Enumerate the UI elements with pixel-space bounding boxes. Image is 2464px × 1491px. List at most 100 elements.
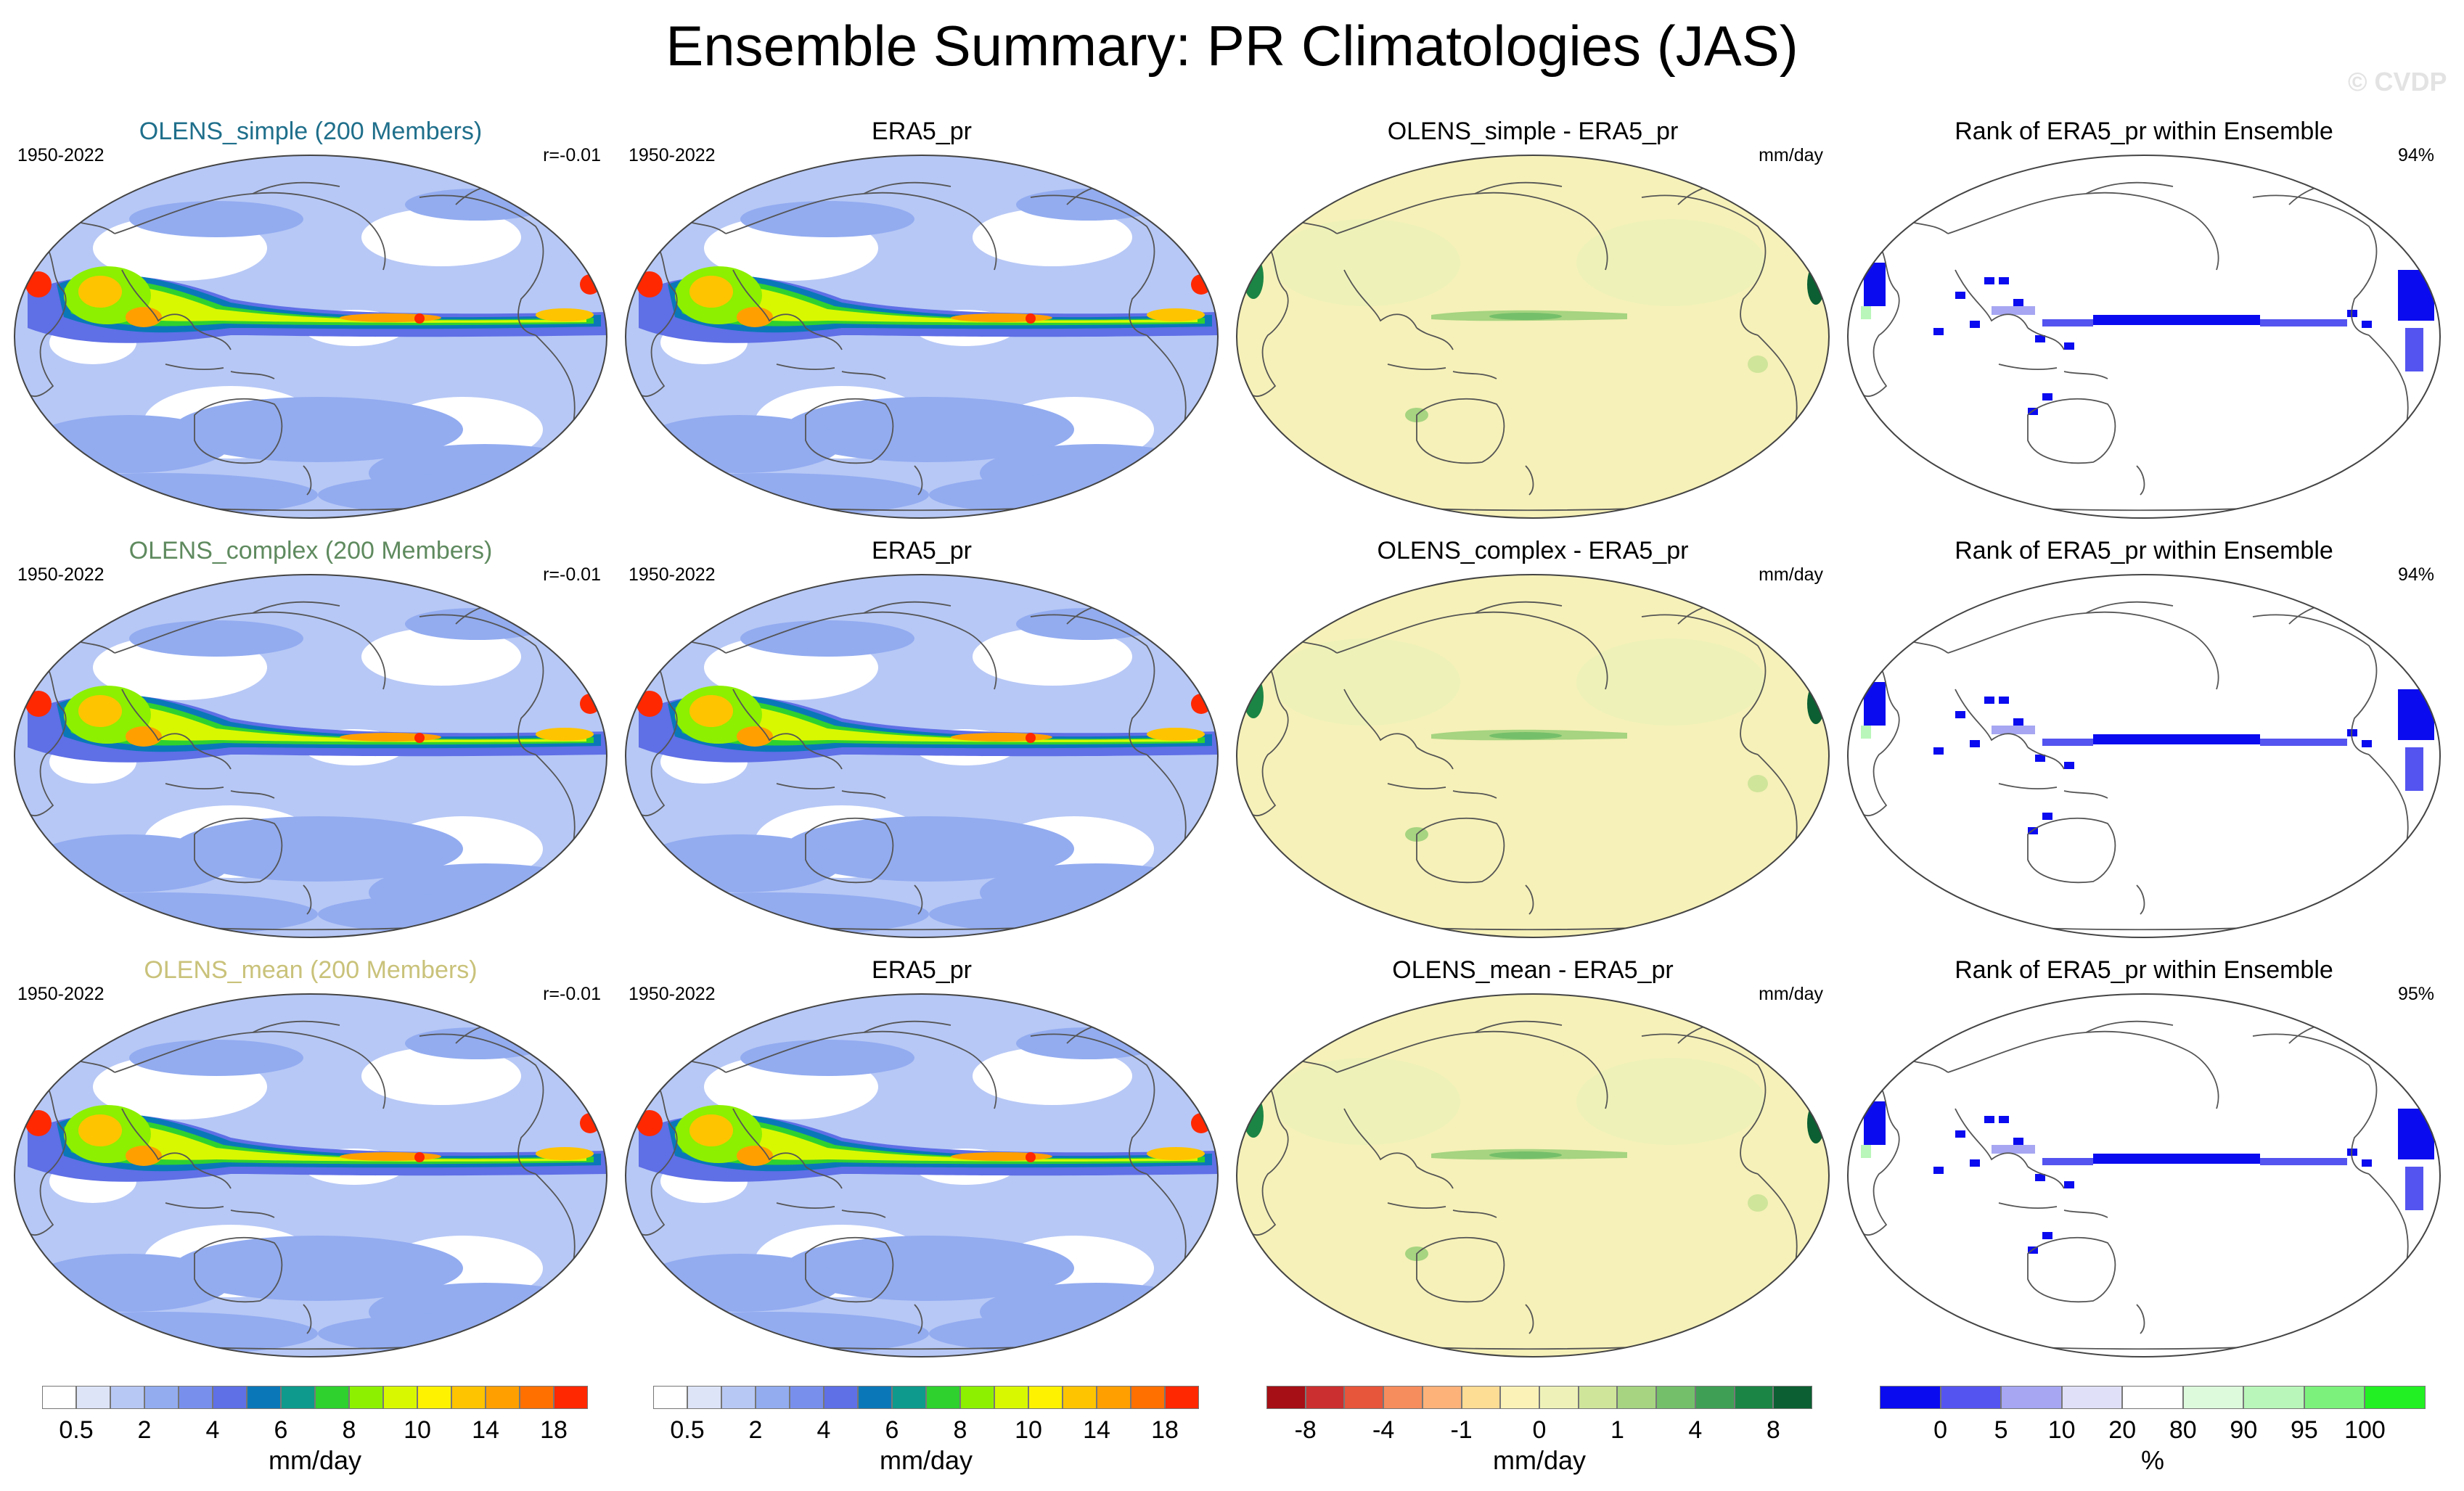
map-panel: OLENS_mean - ERA5_pr mm/day — [1228, 956, 1838, 1370]
colorbar-swatch — [349, 1386, 383, 1409]
colorbar-swatch — [2304, 1386, 2365, 1409]
world-map — [14, 993, 607, 1357]
colorbar-tick-label: 14 — [1083, 1416, 1110, 1444]
colorbar-tick-label: 4 — [1688, 1416, 1703, 1444]
colorbar-swatch — [2365, 1386, 2426, 1409]
period-label: 1950-2022 — [629, 145, 716, 165]
map-panel: Rank of ERA5_pr within Ensemble 95% — [1839, 956, 2449, 1370]
world-map — [625, 155, 1219, 519]
world-map — [14, 574, 607, 938]
map-panel: ERA5_pr 1950-2022 — [617, 537, 1227, 950]
colorbar-unit-label: mm/day — [268, 1445, 362, 1475]
colorbar-tick-label: 0.5 — [59, 1416, 94, 1444]
colorbar-swatch — [315, 1386, 349, 1409]
period-label: 1950-2022 — [17, 564, 105, 585]
colorbar-tick-label: 6 — [274, 1416, 288, 1444]
colorbar-swatch — [824, 1386, 858, 1409]
correlation-label: r=-0.01 — [543, 564, 601, 585]
rank-percent-label: 94% — [2397, 564, 2434, 585]
panel-title: ERA5_pr — [872, 118, 972, 145]
colorbar-unit-label: mm/day — [879, 1445, 973, 1475]
colorbar-tick-label: -1 — [1450, 1416, 1473, 1444]
rank-percent-label: 94% — [2397, 145, 2434, 165]
colorbar-swatch — [892, 1386, 926, 1409]
rank-percent-label: 95% — [2397, 984, 2434, 1004]
colorbar-tick-label: 5 — [1994, 1416, 2008, 1444]
world-map — [14, 155, 607, 519]
colorbar-swatch — [110, 1386, 144, 1409]
colorbar-swatch — [1500, 1386, 1539, 1409]
colorbar-tick-label: 4 — [205, 1416, 220, 1444]
unit-label: mm/day — [1759, 564, 1823, 585]
world-map — [1847, 155, 2441, 519]
colorbar-swatch — [179, 1386, 213, 1409]
colorbar-swatch — [383, 1386, 417, 1409]
unit-label: mm/day — [1759, 145, 1823, 165]
world-map — [1847, 993, 2441, 1357]
colorbar-tick-label: 95 — [2290, 1416, 2318, 1444]
unit-label: mm/day — [1759, 984, 1823, 1004]
panel-title: Rank of ERA5_pr within Ensemble — [1955, 956, 2333, 984]
period-label: 1950-2022 — [17, 984, 105, 1004]
colorbar-tick-label: 6 — [885, 1416, 899, 1444]
colorbar-swatch — [1656, 1386, 1695, 1409]
colorbar-swatch — [554, 1386, 588, 1409]
colorbar-swatch — [1695, 1386, 1735, 1409]
colorbar-swatch — [960, 1386, 994, 1409]
panel-title: OLENS_simple - ERA5_pr — [1387, 118, 1679, 145]
colorbar-swatch — [42, 1386, 76, 1409]
world-map — [1236, 993, 1830, 1357]
world-map — [625, 574, 1219, 938]
panel-title: OLENS_mean - ERA5_pr — [1392, 956, 1674, 984]
colorbar-swatch — [1773, 1386, 1812, 1409]
colorbar-swatch — [1028, 1386, 1063, 1409]
colorbar-tick-label: 8 — [342, 1416, 356, 1444]
colorbar-swatch — [1422, 1386, 1462, 1409]
colorbar-tick-label: 10 — [404, 1416, 431, 1444]
colorbar-tick-label: 18 — [1151, 1416, 1179, 1444]
colorbar-tick-label: 2 — [748, 1416, 763, 1444]
world-map — [1236, 574, 1830, 938]
colorbar-tick-label: 0 — [1532, 1416, 1547, 1444]
colorbar-swatch — [486, 1386, 520, 1409]
colorbar-swatch — [144, 1386, 179, 1409]
colorbar-swatch — [1539, 1386, 1579, 1409]
figure-title: Ensemble Summary: PR Climatologies (JAS) — [666, 14, 1798, 78]
colorbar-swatch — [1940, 1386, 2002, 1409]
colorbar-swatch — [994, 1386, 1028, 1409]
colorbar: 0.5 2 4 6 8 10 14 18 mm/day — [653, 1386, 1199, 1480]
colorbar-tick-label: 0 — [1933, 1416, 1948, 1444]
colorbar-swatch — [213, 1386, 247, 1409]
colorbar-swatch — [1165, 1386, 1199, 1409]
panel-title: Rank of ERA5_pr within Ensemble — [1955, 537, 2333, 564]
colorbar-swatch — [1305, 1386, 1345, 1409]
colorbar-tick-label: 20 — [2108, 1416, 2137, 1444]
colorbar-tick-label: 14 — [472, 1416, 499, 1444]
colorbar-swatch — [281, 1386, 315, 1409]
colorbar-swatch — [1880, 1386, 1941, 1409]
colorbar-swatch — [687, 1386, 721, 1409]
colorbar-swatch — [790, 1386, 824, 1409]
period-label: 1950-2022 — [629, 984, 716, 1004]
colorbar-swatch — [520, 1386, 554, 1409]
colorbar-swatch — [721, 1386, 756, 1409]
map-panel: OLENS_mean (200 Members) 1950-2022 r=-0.01 — [6, 956, 615, 1370]
colorbar-tick-label: 90 — [2230, 1416, 2258, 1444]
correlation-label: r=-0.01 — [543, 984, 601, 1004]
colorbar-swatch — [451, 1386, 486, 1409]
correlation-label: r=-0.01 — [543, 145, 601, 165]
colorbar-unit-label: mm/day — [1492, 1445, 1587, 1475]
panel-title: Rank of ERA5_pr within Ensemble — [1955, 118, 2333, 145]
period-label: 1950-2022 — [629, 564, 716, 585]
panel-title: OLENS_mean (200 Members) — [144, 956, 478, 984]
colorbar-swatch — [1734, 1386, 1774, 1409]
colorbar-swatch — [2243, 1386, 2304, 1409]
watermark: © CVDP — [2348, 67, 2447, 96]
colorbar: -8 -4 -1 0 1 4 8 mm/day — [1266, 1386, 1812, 1480]
colorbar-swatch — [756, 1386, 790, 1409]
colorbar-tick-label: 80 — [2169, 1416, 2197, 1444]
colorbar-tick-label: 4 — [816, 1416, 831, 1444]
map-panel: OLENS_simple - ERA5_pr mm/day — [1228, 118, 1838, 531]
world-map — [1236, 155, 1830, 519]
colorbar-swatch — [2061, 1386, 2123, 1409]
